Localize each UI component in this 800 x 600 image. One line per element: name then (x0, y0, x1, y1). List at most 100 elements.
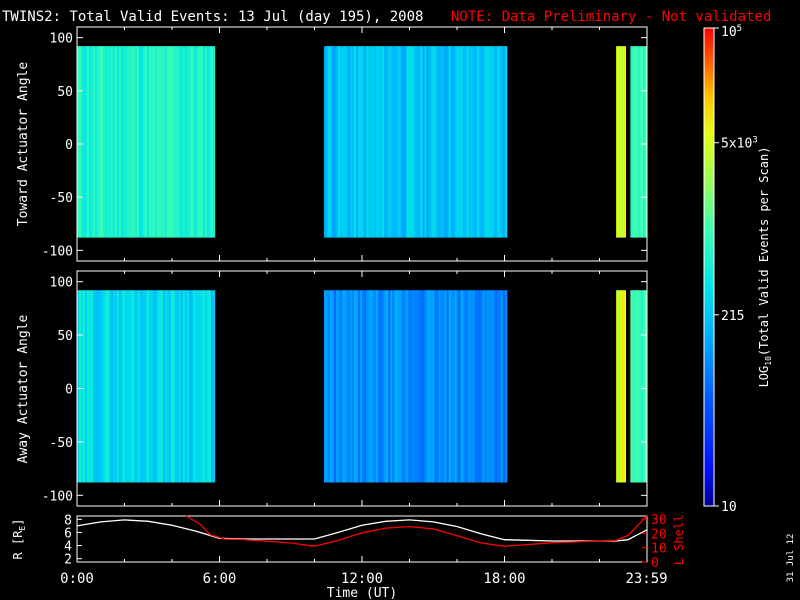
away-segment-0-strip (196, 290, 200, 483)
time-xtick-label: 23:59 (625, 571, 667, 587)
away-segment-1-strip (366, 290, 369, 483)
toward-segment-0-strip (194, 46, 198, 238)
toward-segment-1-strip (400, 46, 403, 238)
toward-segment-1-strip (396, 46, 399, 238)
toward-segment-1-strip (450, 46, 454, 238)
toward-segment-0-strip (160, 46, 164, 238)
away-segment-1-strip (484, 290, 488, 483)
toward-segment-1-strip (468, 46, 472, 238)
toward-segment-0-strip (206, 46, 210, 238)
away-segment-0-strip (110, 290, 114, 483)
toward-segment-1-strip (370, 46, 373, 238)
toward-segment-0-strip (108, 46, 112, 238)
away-ytick-label: 0 (65, 383, 73, 398)
away-segment-1-strip (370, 290, 373, 483)
toward-segment-1-strip (424, 46, 427, 238)
toward-segment-0-strip (116, 46, 120, 238)
away-segment-0-strip (148, 290, 152, 483)
away-segment-1-strip (384, 290, 387, 483)
away-segment-0-strip (172, 290, 176, 483)
away-segment-1-strip (382, 290, 385, 483)
toward-segment-0-strip (122, 46, 126, 238)
away-segment-0-strip (192, 290, 196, 483)
away-segment-1-strip (332, 290, 335, 483)
toward-segment-3-strip (644, 46, 648, 238)
figure-title: TWINS2: Total Valid Events: 13 Jul (day … (2, 9, 423, 25)
toward-segment-0-strip (128, 46, 132, 238)
away-segment-0-strip (98, 290, 102, 483)
away-segment-1-strip (462, 290, 466, 483)
away-segment-0-strip (156, 290, 160, 483)
toward-segment-1-strip (434, 46, 437, 238)
away-segment-0-strip (206, 290, 210, 483)
away-segment-1-strip (396, 290, 399, 483)
toward-segment-1-strip (372, 46, 375, 238)
toward-segment-0-strip (198, 46, 202, 238)
toward-segment-0-strip (92, 46, 96, 238)
toward-segment-1-strip (358, 46, 361, 238)
toward-segment-1-strip (408, 46, 411, 238)
toward-segment-1-strip (472, 46, 476, 238)
away-segment-1-strip (480, 290, 484, 483)
away-segment-1-strip (358, 290, 361, 483)
toward-ytick-label: 100 (50, 32, 73, 47)
toward-segment-0-strip (176, 46, 180, 238)
away-segment-1-strip (362, 290, 365, 483)
toward-segment-1-strip (500, 46, 504, 238)
toward-segment-1-strip (344, 46, 347, 238)
date-stamp: 31 Jul 12 (786, 534, 796, 583)
away-segment-1-strip (344, 290, 347, 483)
lshell-ytick-label: 30 (651, 513, 667, 528)
toward-segment-3-strip (630, 46, 633, 238)
away-segment-0-strip (124, 290, 128, 483)
toward-ytick-label: 50 (57, 85, 73, 100)
toward-segment-2-strip (619, 46, 623, 238)
away-segment-0-strip (170, 290, 174, 483)
toward-segment-0-strip (180, 46, 184, 238)
away-segment-1-strip (450, 290, 454, 483)
away-segment-1-strip (368, 290, 371, 483)
away-segment-1-strip (430, 290, 433, 483)
away-segment-0-strip (84, 290, 88, 483)
toward-segment-0-strip (136, 46, 140, 238)
toward-segment-1-strip (334, 46, 337, 238)
away-segment-0-strip (178, 290, 182, 483)
toward-segment-1-strip (336, 46, 339, 238)
away-segment-1-strip (452, 290, 456, 483)
toward-segment-1-strip (418, 46, 421, 238)
toward-segment-1-strip (458, 46, 462, 238)
toward-segment-0-strip (190, 46, 194, 238)
away-segment-0-strip (130, 290, 134, 483)
away-segment-1-strip (422, 290, 425, 483)
toward-segment-1-strip (432, 46, 435, 238)
away-segment-2-strip (616, 290, 619, 483)
toward-segment-0-strip (166, 46, 170, 238)
toward-segment-0-strip (154, 46, 158, 238)
away-segment-3-strip (640, 290, 644, 483)
away-segment-1-strip (476, 290, 480, 483)
away-segment-1-strip (390, 290, 393, 483)
toward-segment-1-strip (368, 46, 371, 238)
away-segment-0-strip (114, 290, 118, 483)
toward-segment-0-strip (186, 46, 190, 238)
toward-angle-panel: 100 50 0 -50 -100 Toward Actuator Angle (16, 26, 648, 262)
away-angle-panel: 100 50 0 -50 -100 Away Actuator Angle (16, 270, 648, 507)
toward-segment-1-strip (362, 46, 365, 238)
away-segment-0-strip (88, 290, 92, 483)
away-segment-1-strip (354, 290, 357, 483)
colorbar: 10 215 5x103 105 LOG10(Total Valid Events p… (703, 24, 773, 515)
toward-segment-3-strip (642, 46, 646, 238)
away-segment-0-strip (120, 290, 124, 483)
away-segment-0-strip (108, 290, 112, 483)
away-segment-1-strip (400, 290, 403, 483)
away-segment-0-strip (118, 290, 122, 483)
time-xtick-label: 12:00 (341, 571, 383, 587)
toward-segment-1-strip (352, 46, 355, 238)
colorbar-tick-label: 10 (721, 500, 737, 515)
away-segment-0-strip (150, 290, 154, 483)
toward-segment-1-strip (440, 46, 443, 238)
away-segment-0-strip (132, 290, 136, 483)
away-segment-1-strip (472, 290, 476, 483)
away-segment-0-strip (202, 290, 206, 483)
